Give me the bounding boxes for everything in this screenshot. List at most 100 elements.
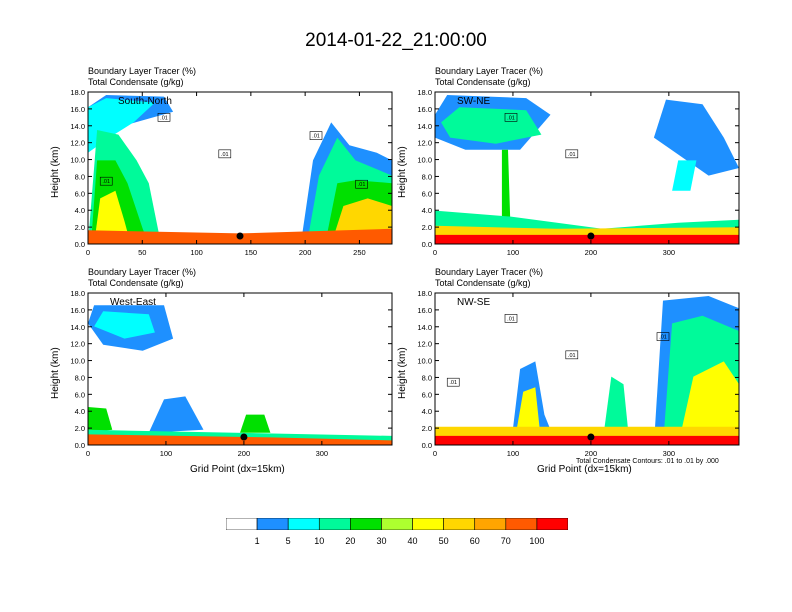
- panel-title-line: Boundary Layer Tracer (%): [88, 66, 197, 76]
- colorbar-label: 100: [529, 536, 545, 546]
- colorbar-label: 1: [254, 536, 260, 546]
- contour-label-box: [565, 149, 579, 159]
- tracer-field: [435, 435, 739, 445]
- x-tick-label: 0: [433, 449, 437, 458]
- contour-label-box: [656, 332, 670, 341]
- contour-label: .01: [312, 134, 320, 140]
- x-tick-label: 100: [160, 449, 173, 458]
- y-tick-label: 16.0: [417, 105, 432, 114]
- panel-annotation: South-North: [118, 96, 172, 107]
- tracer-field: [678, 361, 739, 445]
- y-tick-label: 4.0: [75, 206, 85, 215]
- colorbar-swatch: [287, 518, 320, 530]
- contour-label-box: [99, 176, 113, 186]
- y-axis-label: Height (km): [397, 146, 408, 198]
- panel-title-line: Boundary Layer Tracer (%): [435, 66, 544, 76]
- y-tick-label: 6.0: [75, 390, 85, 399]
- colorbar-swatch: [474, 518, 507, 530]
- y-tick-label: 0.0: [422, 240, 432, 249]
- location-marker: [587, 232, 595, 240]
- y-tick-label: 8.0: [75, 373, 85, 382]
- plot-area-1: 0.0 2.0 4.0 6.0 8.0 10.0 12.0 14.0 16.0 18.0 0 50 10…: [70, 88, 393, 257]
- y-tick-label: 8.0: [422, 172, 432, 181]
- panel-title-line: Total Condensate (g/kg): [435, 77, 531, 87]
- panel-title-line: Total Condensate (g/kg): [88, 77, 184, 87]
- plot-frame: [87, 292, 393, 446]
- colorbar-label: 20: [345, 536, 356, 546]
- plot-area-4: 0.0 2.0 4.0 6.0 8.0 10.0 12.0 14.0 16.0 18.0 0 100 2…: [417, 289, 740, 458]
- y-tick-label: 16.0: [70, 105, 85, 114]
- y-tick-label: 0.0: [75, 240, 85, 249]
- colorbar-swatch: [350, 518, 382, 530]
- contour-label-box: [355, 179, 368, 189]
- y-tick-label: 12.0: [417, 340, 432, 349]
- x-tick-label: 200: [585, 449, 598, 458]
- y-tick-label: 12.0: [70, 340, 85, 349]
- x-tick-label: 200: [299, 248, 312, 257]
- contour-label: .01: [507, 316, 515, 322]
- y-tick-label: 10.0: [417, 156, 432, 165]
- y-tick-label: 18.0: [417, 289, 432, 298]
- contour-label: .01: [507, 115, 515, 121]
- tracer-field: [435, 234, 739, 244]
- tracer-field: [88, 407, 113, 433]
- y-tick-label: 4.0: [75, 407, 85, 416]
- colorbar-swatch: [226, 518, 258, 530]
- y-tick-label: 6.0: [422, 189, 432, 198]
- location-marker: [240, 433, 248, 441]
- contour-label: .01: [568, 152, 576, 158]
- x-tick-label: 150: [245, 248, 258, 257]
- y-tick-label: 14.0: [70, 122, 85, 131]
- panel-title-line: Total Condensate (g/kg): [435, 278, 531, 288]
- tracer-field: [94, 311, 155, 339]
- panel-title-line: Boundary Layer Tracer (%): [88, 267, 197, 277]
- plot-frame: [434, 292, 740, 446]
- y-tick-label: 18.0: [70, 289, 85, 298]
- y-tick-label: 10.0: [70, 357, 85, 366]
- location-marker: [587, 433, 595, 441]
- y-tick-label: 12.0: [70, 139, 85, 148]
- y-tick-label: 6.0: [75, 189, 85, 198]
- x-tick-label: 200: [238, 449, 251, 458]
- x-tick-label: 300: [663, 449, 676, 458]
- y-tick-label: 8.0: [422, 373, 432, 382]
- colorbar-swatch: [443, 518, 476, 530]
- contour-label: .01: [160, 115, 168, 121]
- plot-frame: [87, 91, 393, 245]
- panel-annotation: West-East: [110, 297, 156, 308]
- y-tick-label: 4.0: [422, 206, 432, 215]
- y-axis-label: Height (km): [397, 347, 408, 399]
- panel-title-line: Boundary Layer Tracer (%): [435, 267, 544, 277]
- y-tick-label: 14.0: [417, 122, 432, 131]
- y-axis-label: Height (km): [50, 347, 61, 399]
- y-tick-label: 16.0: [417, 306, 432, 315]
- colorbar-label: 50: [438, 536, 449, 546]
- panel-annotation: NW-SE: [457, 297, 490, 308]
- colorbar-swatch: [381, 518, 413, 530]
- x-tick-label: 200: [585, 248, 598, 257]
- contour-label: .01: [659, 335, 667, 341]
- colorbar-swatch: [318, 518, 351, 530]
- y-tick-label: 2.0: [422, 223, 432, 232]
- y-tick-label: 10.0: [417, 357, 432, 366]
- contour-label-box: [504, 113, 518, 122]
- colorbar-swatch: [505, 518, 538, 530]
- contour-label-box: [218, 149, 232, 159]
- tracer-field: [240, 414, 271, 433]
- colorbar-label: 60: [469, 536, 480, 546]
- tracer-field: [148, 396, 204, 433]
- y-tick-label: 8.0: [75, 172, 85, 181]
- contour-label: .01: [102, 179, 110, 185]
- main-title: 2014-01-22_21:00:00: [305, 30, 487, 51]
- contour-label: .01: [568, 353, 576, 359]
- y-tick-label: 6.0: [422, 390, 432, 399]
- tracer-field: [653, 99, 739, 176]
- y-tick-label: 18.0: [417, 88, 432, 97]
- colorbar-swatch: [256, 518, 289, 530]
- colorbar-label: 30: [376, 536, 387, 546]
- panel-annotation: SW-NE: [457, 96, 490, 107]
- colorbar-label: 5: [285, 536, 291, 546]
- y-tick-label: 2.0: [75, 424, 85, 433]
- contour-label-box: [565, 350, 579, 360]
